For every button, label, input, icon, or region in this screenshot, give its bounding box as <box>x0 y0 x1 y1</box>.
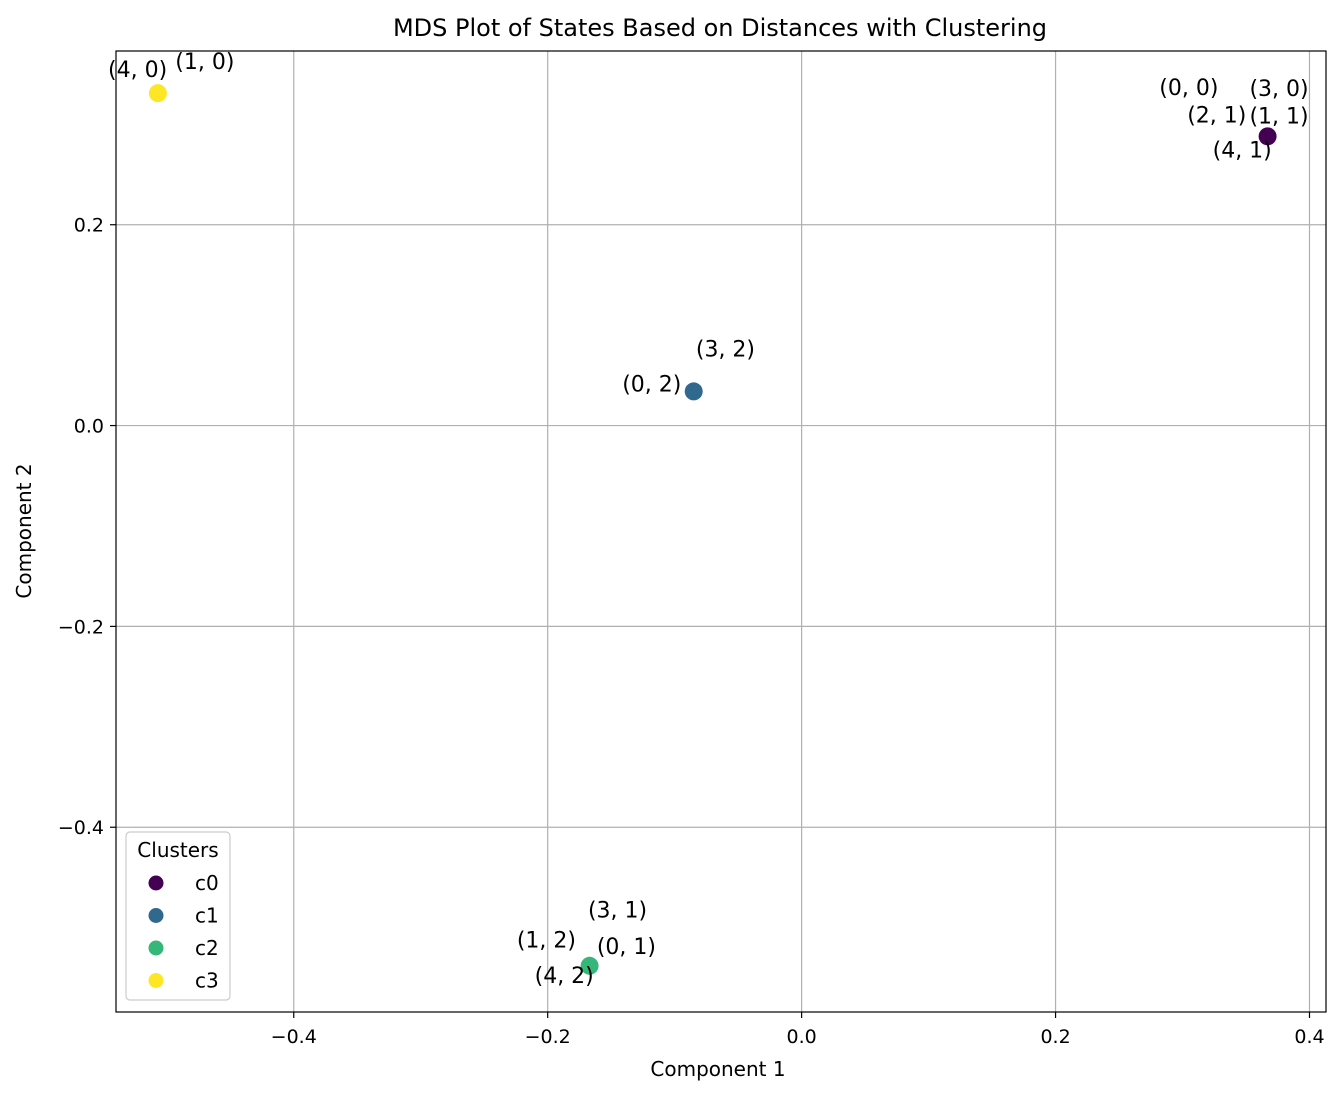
point-label: (2, 1) <box>1187 103 1246 128</box>
data-point-c3 <box>148 84 167 103</box>
legend-marker-c3 <box>148 973 164 988</box>
point-label: (0, 1) <box>597 935 656 960</box>
grid <box>116 51 1326 1012</box>
data-point-c0 <box>1258 127 1277 146</box>
axis-ticks: −0.4 −0.2 0.0 0.2 0.4 −0.4 −0.2 0.0 0.2 <box>58 215 1325 1048</box>
plot-frame <box>115 50 1327 1013</box>
point-label: (1, 2) <box>517 929 576 954</box>
x-axis-label: Component 1 <box>650 1057 785 1081</box>
data-points <box>148 84 1277 975</box>
legend-label-c3: c3 <box>195 969 219 993</box>
x-tick-label: −0.4 <box>271 1026 317 1048</box>
legend-label-c0: c0 <box>195 871 219 895</box>
x-tick-label: −0.2 <box>525 1026 571 1048</box>
point-label: (3, 2) <box>696 337 755 362</box>
point-label: (4, 1) <box>1213 138 1272 163</box>
legend-marker-c0 <box>148 875 164 891</box>
point-label: (0, 0) <box>1159 76 1218 101</box>
data-point-c1 <box>684 382 703 401</box>
legend-marker-c2 <box>148 940 164 956</box>
point-label: (0, 2) <box>622 372 681 397</box>
point-labels: (0, 0) (3, 0)(2, 1) (1, 1) (4, 1) (3, 2) (0, … <box>108 50 1309 989</box>
point-label: (1, 1) <box>1249 104 1308 129</box>
legend-box <box>125 831 231 1001</box>
y-tick-label: −0.4 <box>58 817 104 839</box>
point-label: (3, 1) <box>588 899 647 924</box>
y-tick-label: 0.0 <box>74 416 104 438</box>
data-point-c2 <box>580 956 599 975</box>
x-tick-label: 0.0 <box>787 1026 817 1048</box>
point-label: (3, 0) <box>1249 77 1308 102</box>
legend-marker-c1 <box>148 908 164 923</box>
legend-label-c2: c2 <box>195 936 219 960</box>
point-label: (1, 0) <box>175 50 234 75</box>
chart-title: MDS Plot of States Based on Distances wi… <box>393 14 1047 42</box>
point-label: (4, 0) <box>108 58 167 83</box>
legend: Clusters c0 c1 c2 c3 <box>125 831 231 1001</box>
y-tick-label: −0.2 <box>58 616 104 638</box>
y-tick-label: 0.2 <box>74 215 104 237</box>
legend-title: Clusters <box>137 838 218 862</box>
legend-items: c0 c1 c2 c3 <box>148 871 219 993</box>
x-tick-label: 0.2 <box>1040 1026 1070 1048</box>
y-axis-label: Component 2 <box>12 463 36 598</box>
point-label: (4, 2) <box>535 964 594 989</box>
x-tick-label: 0.4 <box>1294 1026 1324 1048</box>
legend-label-c1: c1 <box>195 904 219 928</box>
